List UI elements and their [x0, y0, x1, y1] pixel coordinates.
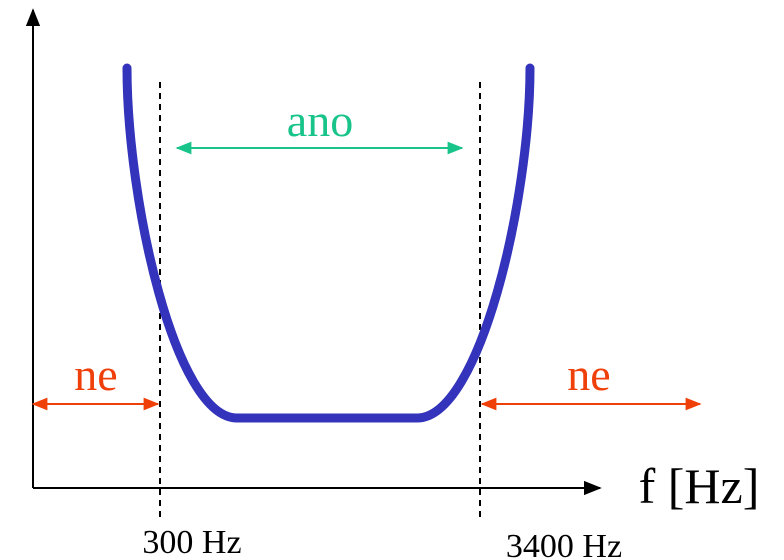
stop-band-label-left: ne	[74, 349, 117, 400]
stop-band-label-right: ne	[567, 349, 610, 400]
cutoff-label-low: 300 Hz	[142, 524, 241, 560]
pass-band-label: ano	[287, 95, 353, 146]
cutoff-label-high: 3400 Hz	[506, 528, 622, 560]
x-axis-label: f [Hz]	[639, 458, 760, 514]
response-curve	[122, 63, 535, 423]
